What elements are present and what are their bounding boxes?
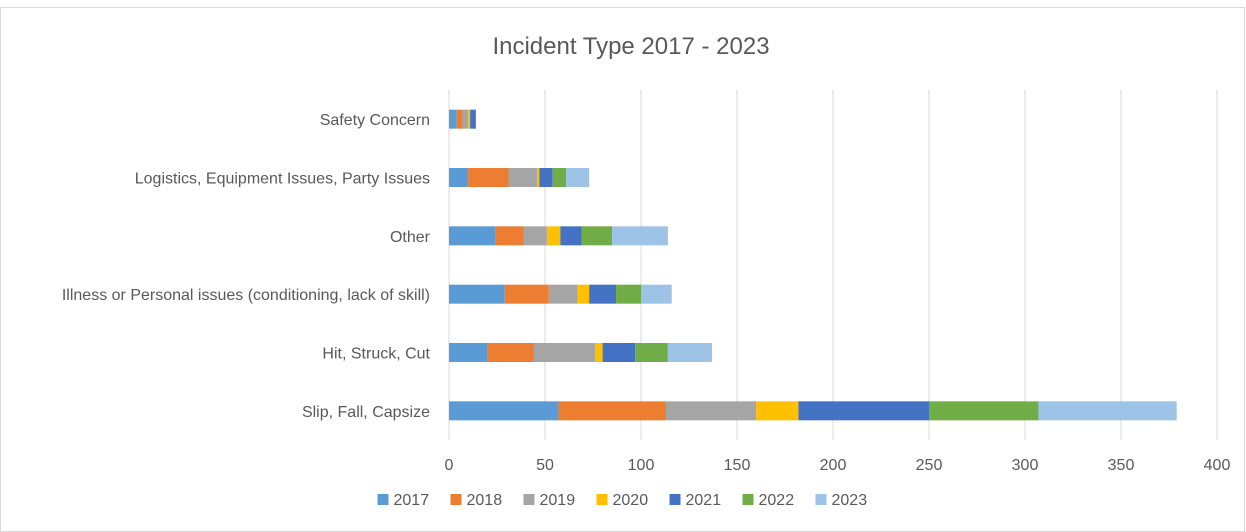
category-label: Safety Concern (320, 112, 430, 129)
x-tick-label: 250 (916, 457, 943, 474)
x-tick-label: 0 (445, 457, 454, 474)
bar-segment-2017 (449, 226, 496, 246)
bar-segment-2023 (566, 168, 590, 187)
bar-segment-2023 (612, 226, 668, 246)
bar-segment-2017 (449, 284, 505, 304)
category-label: Slip, Fall, Capsize (302, 404, 430, 421)
bar-segment-2022 (552, 168, 567, 187)
legend-swatch-2022 (742, 494, 754, 505)
bar-segment-2017 (449, 343, 488, 362)
bar-segment-2019 (533, 343, 595, 362)
category-label: Logistics, Equipment Issues, Party Issue… (135, 171, 430, 188)
legend-swatch-2019 (523, 494, 535, 505)
bar-segment-2017 (449, 401, 559, 421)
bar-segment-2019 (523, 226, 547, 246)
bar-segment-2020 (546, 226, 561, 246)
bar-segment-2018 (468, 168, 509, 187)
x-tick-label: 400 (1204, 457, 1231, 474)
bar-segment-2021 (470, 109, 476, 129)
bar-segment-2017 (449, 168, 469, 187)
legend-label: 2019 (540, 492, 576, 509)
bar-segment-2020 (468, 109, 471, 129)
bar-segment-2022 (581, 226, 613, 246)
bars (449, 109, 1177, 421)
bar-segment-2022 (929, 401, 1039, 421)
category-labels: Safety Concern Logistics, Equipment Issue… (62, 112, 431, 421)
bar-segment-2018 (456, 109, 463, 129)
gridlines (448, 90, 1218, 440)
bar-segment-2019 (462, 109, 469, 129)
legend-swatch-2018 (450, 494, 462, 505)
bar-segment-2020 (537, 168, 540, 187)
bar-segment-2018 (487, 343, 534, 362)
x-tick-label: 50 (536, 457, 554, 474)
x-tick-label: 100 (628, 457, 655, 474)
legend: 2017 2018 2019 2020 2021 2022 2023 (377, 492, 868, 509)
bar-segment-2022 (616, 284, 641, 304)
legend-swatch-2020 (596, 494, 608, 505)
legend-label: 2022 (759, 492, 795, 509)
bar-segment-2023 (641, 284, 672, 304)
bar-segment-2023 (1038, 401, 1177, 421)
legend-label: 2017 (394, 492, 430, 509)
bar-segment-2019 (508, 168, 538, 187)
category-label: Hit, Struck, Cut (322, 346, 430, 363)
bar-segment-2020 (577, 284, 590, 304)
legend-swatch-2021 (669, 494, 681, 505)
legend-swatch-2023 (815, 494, 827, 505)
x-tick-label: 300 (1012, 457, 1039, 474)
legend-label: 2023 (832, 492, 868, 509)
bar-segment-2023 (667, 343, 713, 362)
legend-swatch-2017 (377, 494, 389, 505)
bar-segment-2022 (635, 343, 668, 362)
legend-label: 2018 (467, 492, 503, 509)
bar-segment-2021 (560, 226, 582, 246)
x-tick-label: 200 (820, 457, 847, 474)
category-label: Other (390, 229, 431, 246)
bar-segment-2017 (449, 109, 457, 129)
bar-segment-2019 (548, 284, 578, 304)
legend-label: 2021 (686, 492, 722, 509)
bar-segment-2019 (665, 401, 757, 421)
legend-label: 2020 (613, 492, 649, 509)
chart-border (0, 7, 1245, 532)
x-tick-labels: 0 50 100 150 200 250 300 350 400 (445, 457, 1231, 474)
category-label: Illness or Personal issues (conditioning… (62, 287, 430, 304)
x-tick-label: 150 (724, 457, 751, 474)
bar-segment-2021 (602, 343, 636, 362)
bar-segment-2020 (756, 401, 799, 421)
bar-segment-2018 (504, 284, 549, 304)
bar-segment-2018 (495, 226, 524, 246)
bar-segment-2018 (558, 401, 666, 421)
x-tick-label: 350 (1108, 457, 1135, 474)
bar-segment-2021 (589, 284, 617, 304)
bar-segment-2020 (594, 343, 603, 362)
chart-title: Incident Type 2017 - 2023 (492, 33, 769, 60)
bar-segment-2021 (539, 168, 553, 187)
bar-segment-2021 (798, 401, 929, 421)
